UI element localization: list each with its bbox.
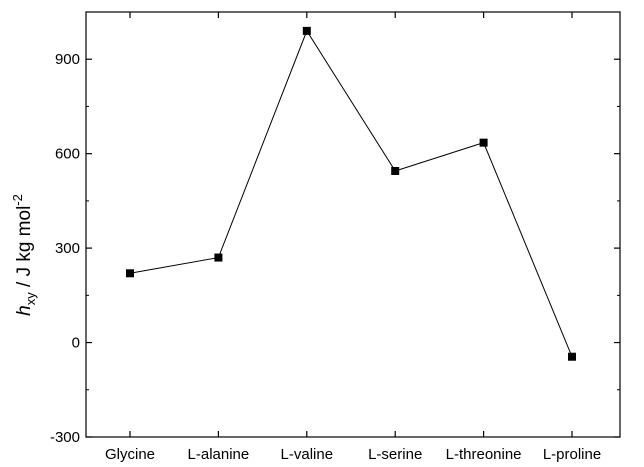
x-tick-label: L-alanine (188, 446, 250, 463)
series-group (126, 26, 576, 361)
y-axis-units: / J kg mol (14, 206, 35, 293)
x-tick-label: L-serine (368, 446, 422, 463)
y-axis-subscript: xy (23, 292, 38, 306)
data-point-marker (126, 269, 134, 278)
y-axis-superscript: -2 (10, 194, 25, 206)
x-tick-label: L-threonine (446, 446, 522, 463)
y-tick-label: 300 (55, 240, 80, 257)
x-axis-ticks: Glycine L-alanine L-valine L-serine L-threon… (105, 12, 601, 463)
x-tick-label: L-valine (281, 446, 334, 463)
series-line (129, 29, 573, 357)
data-point-marker (568, 352, 576, 361)
y-tick-label: 600 (55, 146, 80, 163)
data-point-marker (302, 26, 311, 35)
data-point-marker (214, 253, 223, 262)
plot-frame (85, 11, 621, 438)
y-axis-symbol: h (14, 305, 35, 316)
x-tick-label: Glycine (105, 446, 155, 463)
data-point-marker (479, 138, 488, 147)
y-tick-label: 900 (55, 51, 80, 68)
y-tick-label: 0 (72, 335, 80, 352)
y-tick-label: -300 (50, 429, 80, 446)
y-axis-title: hxy / J kg mol-2 (10, 194, 38, 316)
y-axis-ticks: -300 0 300 600 900 (50, 51, 620, 446)
data-point-marker (391, 166, 400, 175)
x-tick-label: L-proline (543, 446, 601, 463)
